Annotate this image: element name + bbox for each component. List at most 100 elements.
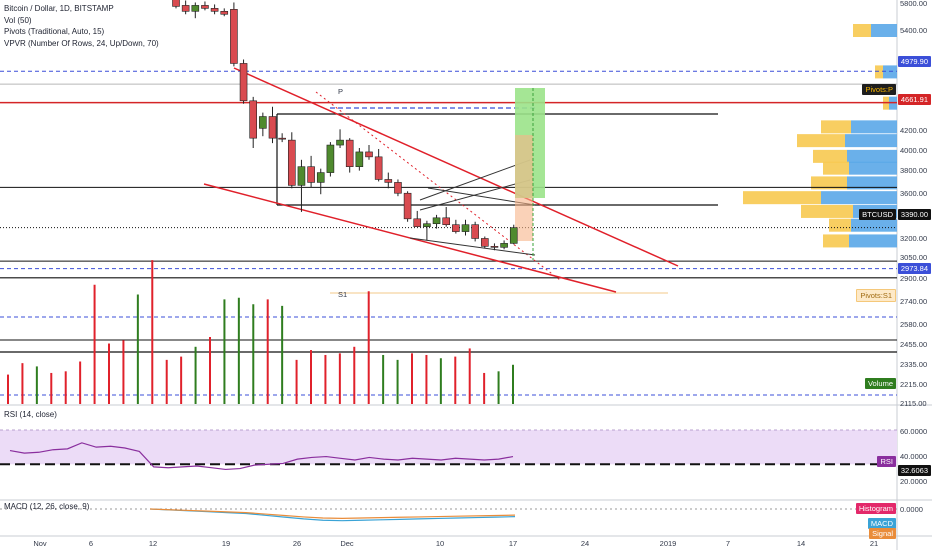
candle-body <box>287 139 296 186</box>
time-tick-label: Dec <box>340 539 354 548</box>
vpvr-up-bar <box>851 120 897 134</box>
vpvr-up-bar <box>851 218 897 232</box>
time-tick-label: 6 <box>89 539 93 548</box>
price-tick-label: 2740.00 <box>900 297 927 306</box>
time-tick-label: 2019 <box>660 539 677 548</box>
candle-body <box>326 144 335 173</box>
vpvr-up-bar <box>871 24 897 37</box>
candle-body <box>210 8 219 12</box>
candle-body <box>394 182 402 194</box>
vpvr-down-bar <box>801 204 853 218</box>
vpvr-down-bar <box>823 234 849 248</box>
vpvr-down-bar <box>743 191 821 205</box>
pivots-indicator-label[interactable]: Pivots (Traditional, Auto, 15) <box>4 27 105 36</box>
price-tick-label: 2900.00 <box>900 274 927 283</box>
time-tick-label: 12 <box>149 539 157 548</box>
symbol-title: Bitcoin / Dollar, 1D, BITSTAMP <box>4 4 114 13</box>
candle-body <box>307 166 315 183</box>
price-tick-label: 3200.00 <box>900 234 927 243</box>
candle-body <box>259 116 267 129</box>
channel-upper-line <box>233 67 679 267</box>
candle-body <box>403 192 412 220</box>
candle-body <box>336 139 344 146</box>
pivot-s-price-tag: 2973.84 <box>897 263 931 274</box>
price-tick-label: 3050.00 <box>900 253 927 262</box>
price-tick-label: 4000.00 <box>900 146 927 155</box>
signal-tag: Signal <box>869 528 896 539</box>
candle-body <box>461 224 470 232</box>
candle-body <box>471 224 479 239</box>
candle-body <box>374 156 383 180</box>
vpvr-down-bar <box>821 120 851 134</box>
vpvr-up-bar <box>849 161 897 175</box>
candle-body <box>278 137 286 140</box>
long-position-risk-zone <box>515 135 533 241</box>
vpvr-down-bar <box>813 149 847 163</box>
vpvr-up-bar <box>883 65 897 79</box>
vpvr-indicator-label[interactable]: VPVR (Number Of Rows, 24, Up/Down, 70) <box>4 38 159 48</box>
rsi-line <box>9 442 514 471</box>
wedge-line <box>419 159 531 201</box>
last-price-tag: 3390.00 <box>897 209 931 220</box>
dotted-trend-line <box>315 91 561 281</box>
pivot-p-label: P <box>338 87 343 96</box>
rsi-tick-label: 20.0000 <box>900 477 927 486</box>
rsi-value-tag: 32.6063 <box>897 465 931 476</box>
wedge-line <box>419 179 531 211</box>
price-tick-label: 5400.00 <box>900 26 927 35</box>
candle-body <box>297 166 306 186</box>
candle-body <box>423 223 431 227</box>
macd-pane-label[interactable]: MACD (12, 26, close, 9) <box>4 502 90 511</box>
vpvr-down-bar <box>853 24 871 37</box>
wedge-line <box>409 237 536 256</box>
btcusd-tag: BTCUSD <box>859 209 896 220</box>
candle-body <box>500 243 508 248</box>
vpvr-up-bar <box>847 176 897 190</box>
vpvr-down-bar <box>875 65 883 79</box>
macd-tick-label: 0.0000 <box>900 505 923 514</box>
candle-body <box>480 238 489 247</box>
chart-legend: Bitcoin / Dollar, 1D, BITSTAMP Vol (50) … <box>4 3 159 49</box>
candle-body <box>452 224 460 232</box>
rsi-tick-label: 40.0000 <box>900 452 927 461</box>
price-tick-label: 5800.00 <box>900 0 927 8</box>
price-tick-label: 4200.00 <box>900 126 927 135</box>
candle-body <box>355 151 364 167</box>
candle-body <box>268 116 277 139</box>
price-tick-label: 2455.00 <box>900 340 927 349</box>
time-tick-label: 19 <box>222 539 230 548</box>
candle-body <box>239 63 248 102</box>
vpvr-down-bar <box>829 218 851 232</box>
time-tick-label: 26 <box>293 539 301 548</box>
time-tick-label: 7 <box>726 539 730 548</box>
macd-tag: MACD <box>867 518 896 529</box>
vpvr-up-bar <box>821 191 897 205</box>
time-tick-label: 24 <box>581 539 589 548</box>
histogram-tag: Histogram <box>855 503 896 514</box>
rsi-pane-label[interactable]: RSI (14, close) <box>4 410 57 419</box>
candle-body <box>249 100 257 139</box>
signal-line <box>149 508 516 519</box>
candle-body <box>509 227 518 244</box>
vol-indicator-label[interactable]: Vol (50) <box>4 15 32 25</box>
candle-body <box>230 9 238 64</box>
vpvr-up-bar <box>847 149 897 163</box>
vpvr-up-bar <box>849 234 897 248</box>
candle-body <box>345 139 354 167</box>
candle-body <box>490 246 499 248</box>
time-tick-label: Nov <box>33 539 47 548</box>
candle-body <box>384 179 393 183</box>
vpvr-down-bar <box>823 161 849 175</box>
vpvr-down-bar <box>811 176 847 190</box>
time-tick-label: 21 <box>870 539 878 548</box>
candle-body <box>442 217 451 225</box>
pivot-p-price-tag: 4661.91 <box>897 94 931 105</box>
price-tick-label: 3600.00 <box>900 189 927 198</box>
rsi-tag: RSI <box>877 456 896 467</box>
candle-body <box>413 218 422 227</box>
candle-body <box>172 0 180 7</box>
candle-body <box>201 5 209 9</box>
price-tick-label: 2215.00 <box>900 380 927 389</box>
price-tick-label: 2580.00 <box>900 320 927 329</box>
